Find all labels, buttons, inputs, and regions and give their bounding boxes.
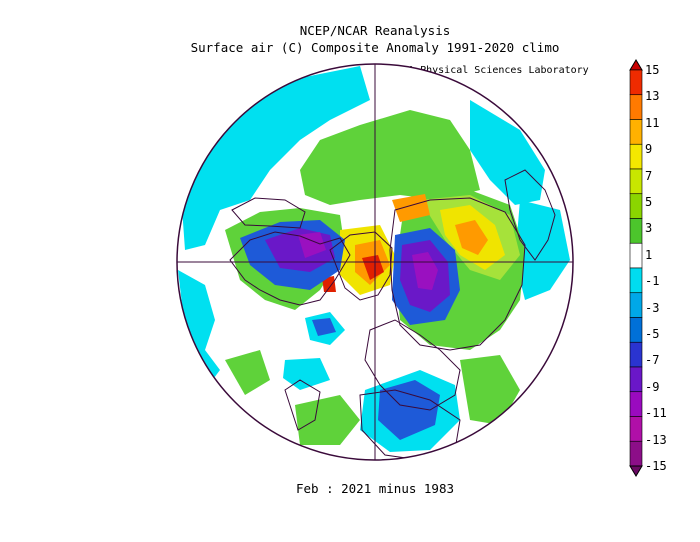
anomaly-region-orange-arctic xyxy=(392,194,430,222)
legend-tick-label: 15 xyxy=(645,63,660,77)
legend-tick-label: -9 xyxy=(645,379,660,394)
legend-tick-label: -1 xyxy=(645,274,660,289)
legend-swatch xyxy=(629,366,643,393)
anomaly-region-green-atlantic-south xyxy=(295,395,360,445)
legend-tick-label: 7 xyxy=(645,168,653,183)
legend-swatch xyxy=(629,317,643,343)
legend-swatch xyxy=(629,119,643,145)
anomaly-region-green-arctic-pacific xyxy=(300,110,480,205)
coastline-asia-east xyxy=(504,169,556,261)
coastline-alaska xyxy=(231,197,306,229)
anomaly-region-cyan-atlantic xyxy=(283,358,330,390)
legend-tick-label: 1 xyxy=(645,247,653,262)
legend-tick-label: -15 xyxy=(645,459,667,473)
legend-tick-label: -7 xyxy=(645,353,660,368)
anomaly-region-cyan-pacific-west xyxy=(178,270,220,390)
coastline-north-america xyxy=(229,231,351,306)
anomaly-region-blue-pacific xyxy=(312,318,336,336)
legend-tick-label: -5 xyxy=(645,327,660,341)
legend-swatch xyxy=(629,391,643,417)
legend-swatch xyxy=(629,218,643,244)
legend-tick-label: -13 xyxy=(645,432,667,447)
anomaly-region-green-pacific-south xyxy=(225,350,270,395)
credit-label: NOAA Physical Sciences Laboratory xyxy=(390,65,589,76)
legend-swatch xyxy=(629,242,643,269)
anomaly-region-red-greenland xyxy=(362,255,384,280)
coastline-greenland xyxy=(329,231,393,301)
legend-tick-label: 13 xyxy=(645,89,660,104)
legend-tick-label: 9 xyxy=(645,142,653,157)
legend-swatch xyxy=(629,94,643,120)
color-legend xyxy=(629,59,643,477)
page-title-line1: NCEP/NCAR Reanalysis xyxy=(299,23,451,38)
map-caption: Feb : 2021 minus 1983 xyxy=(295,481,455,496)
anomaly-region-cyan-north-pacific xyxy=(180,66,370,250)
anomaly-region-cyan-siberia xyxy=(470,100,545,205)
anomaly-region-orange-siberia xyxy=(455,220,488,255)
legend-swatch xyxy=(629,143,643,170)
legend-arrow-top xyxy=(629,59,643,71)
legend-tick-label: 11 xyxy=(645,115,660,130)
legend-tick-label: -3 xyxy=(645,300,660,315)
anomaly-region-green-africa xyxy=(460,355,520,425)
page-title-line2: Surface air (C) Composite Anomaly 1991-2… xyxy=(190,40,560,55)
legend-swatch xyxy=(629,416,643,442)
coastline-eurasia xyxy=(389,197,526,351)
legend-swatch xyxy=(629,193,643,219)
legend-tick-label: 5 xyxy=(645,195,653,209)
legend-swatch xyxy=(629,168,643,195)
legend-swatch xyxy=(629,440,643,467)
legend-tick-label: 3 xyxy=(645,221,653,236)
legend-swatch xyxy=(629,69,643,96)
legend-swatch xyxy=(629,341,643,368)
polar-anomaly-map xyxy=(176,63,574,461)
map-boundary xyxy=(176,63,574,461)
legend-tick-label: -11 xyxy=(645,406,667,421)
coastline-south-america xyxy=(284,379,321,431)
anomaly-region-cyan-east-asia xyxy=(515,200,570,300)
legend-swatch xyxy=(629,292,643,318)
legend-swatch xyxy=(629,267,643,294)
anomaly-region-blue-europe xyxy=(378,380,440,440)
legend-arrow-bottom xyxy=(629,465,643,477)
anomaly-region-red-baffin xyxy=(322,276,336,292)
